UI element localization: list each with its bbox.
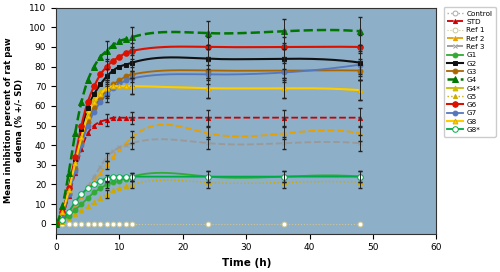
X-axis label: Time (h): Time (h) bbox=[222, 258, 271, 268]
Y-axis label: Mean inhibition percent of rat paw
edema (% +/- SD): Mean inhibition percent of rat paw edema… bbox=[4, 38, 24, 203]
Legend: Control, STD, Ref 1, Ref 2, Ref 3, G1, G2, G3, G4, G4*, G5, G6, G7, G8, G8*: Control, STD, Ref 1, Ref 2, Ref 3, G1, G… bbox=[444, 7, 496, 137]
